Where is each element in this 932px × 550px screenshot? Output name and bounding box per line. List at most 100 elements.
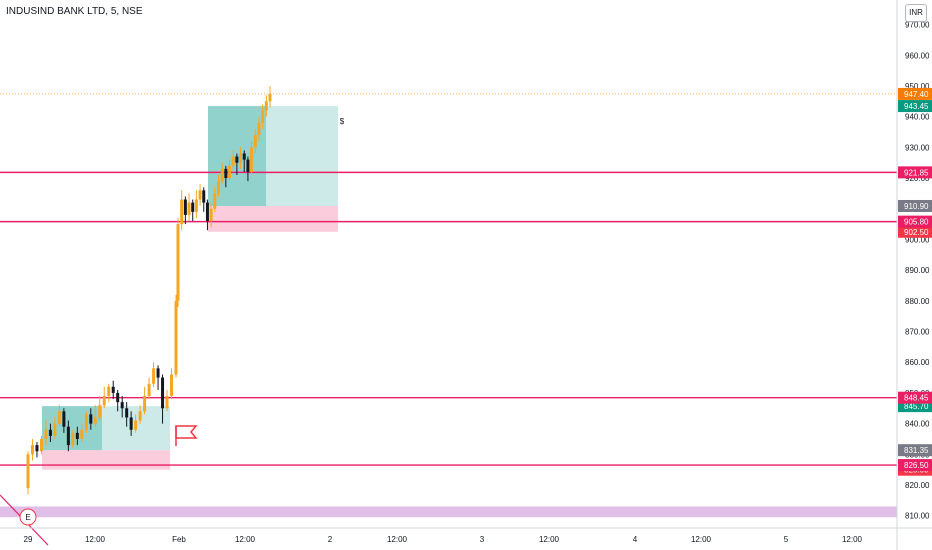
candle (134, 414, 138, 433)
candle-body (53, 423, 57, 436)
level-tag (898, 459, 932, 472)
price-tick-label: 880.00 (905, 297, 930, 306)
price-tag (898, 199, 932, 212)
candle-body (194, 199, 198, 212)
candle-body (183, 199, 187, 215)
candle-body (165, 396, 169, 409)
candle (239, 147, 243, 169)
candle (242, 150, 246, 172)
time-tick-label: 12:00 (539, 535, 560, 544)
price-tag (898, 100, 932, 113)
candle (129, 411, 133, 436)
price-tag-label: 947.40 (904, 90, 929, 99)
candle (187, 193, 191, 222)
candle (84, 411, 88, 433)
candle (102, 386, 106, 409)
candle-body (57, 411, 61, 424)
candle-body (205, 202, 209, 222)
candle (198, 184, 202, 206)
candle (147, 377, 151, 400)
candle-body (246, 159, 250, 172)
price-tag (898, 225, 932, 238)
candle-body (202, 190, 206, 203)
candle-body (239, 153, 243, 163)
candle-body (62, 411, 66, 427)
candle (111, 380, 115, 400)
price-tick-label: 940.00 (905, 113, 930, 122)
candle-body (35, 445, 39, 452)
price-tag-label: 831.35 (904, 446, 929, 455)
candle (231, 150, 235, 172)
candle (161, 374, 165, 424)
candle (183, 196, 187, 225)
time-tick-label: 12:00 (85, 535, 106, 544)
candle (26, 451, 30, 495)
time-tick-label: 12:00 (235, 535, 256, 544)
price-tag-label: 845.70 (904, 402, 929, 411)
candle (228, 159, 232, 182)
candle (250, 141, 254, 175)
symbol-title: INDUSIND BANK LTD, 5, NSE (6, 6, 143, 17)
candle (30, 438, 34, 461)
candle-body (80, 429, 84, 439)
candle (170, 368, 174, 400)
candle (213, 187, 217, 212)
candle-body (143, 396, 147, 412)
candle (53, 417, 57, 439)
candle-body (48, 429, 52, 436)
candle (209, 202, 213, 228)
level-tag-label: 848.45 (904, 394, 929, 403)
candle (44, 420, 48, 446)
price-tag (898, 444, 932, 457)
candle-body (174, 300, 178, 375)
price-tick-label: 810.00 (905, 512, 930, 521)
stop-zone (42, 450, 170, 470)
time-tick-label: 29 (24, 535, 33, 544)
candle-body (198, 190, 202, 200)
candle-body (147, 383, 151, 396)
candle (143, 386, 147, 415)
candle-body (250, 147, 254, 172)
candle (71, 429, 75, 449)
candle-body (176, 224, 180, 301)
candle-body (224, 168, 228, 179)
candle (138, 405, 142, 424)
candle (66, 420, 70, 452)
candle-body (209, 208, 213, 222)
time-tick-label: 12:00 (387, 535, 408, 544)
candle-body (253, 135, 257, 148)
candle (57, 405, 61, 427)
candle (246, 156, 250, 182)
candle (75, 426, 79, 446)
price-tick-label: 820.00 (905, 481, 930, 490)
candle-body (268, 93, 272, 102)
level-tag (898, 215, 932, 228)
candle (116, 389, 120, 412)
candle-body (257, 122, 261, 136)
candle (268, 85, 272, 108)
time-tick-label: 4 (633, 535, 638, 544)
candle (235, 153, 239, 175)
candle-body (242, 153, 246, 160)
candle-body (129, 417, 133, 430)
candle-body (152, 368, 156, 384)
candle (253, 128, 257, 154)
candle-body (134, 420, 138, 430)
candle-body (30, 445, 34, 455)
price-tick-label: 930.00 (905, 143, 930, 152)
candle (174, 294, 178, 378)
candle (93, 405, 97, 427)
candle (98, 396, 102, 421)
candle (107, 383, 111, 403)
candle (264, 95, 268, 117)
candle-body (107, 386, 111, 396)
candle-body (156, 368, 160, 378)
candle-body (111, 386, 115, 393)
candle (89, 408, 93, 430)
currency-selector[interactable]: INR (905, 4, 927, 22)
candle-body (170, 374, 174, 396)
candle (261, 104, 265, 129)
level-tag-label: 921.85 (904, 168, 929, 177)
time-tick-label: 3 (480, 535, 485, 544)
